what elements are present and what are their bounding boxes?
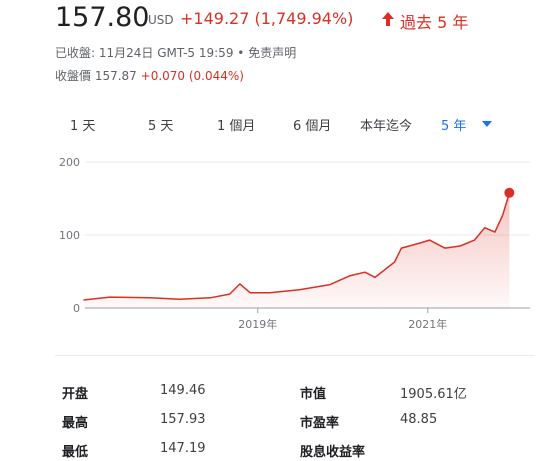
stat-label: 最高 [62, 416, 89, 431]
after-change: +0.070 (0.044%) [140, 69, 244, 83]
after-hours: 收盤價 157.87 +0.070 (0.044%) [55, 67, 244, 84]
close-info: 已收盤: 11月24日 GMT-5 19:59 • 免责声明 [55, 44, 296, 61]
stat-label: 市值 [300, 387, 327, 402]
stat-value: 147.19 [160, 441, 206, 456]
range-tab[interactable]: 1 天 [70, 119, 96, 134]
stat-value: 1905.61亿 [400, 387, 467, 402]
range-tab[interactable]: 本年迄今 [360, 119, 413, 134]
dropdown-icon[interactable] [481, 120, 493, 128]
x-tick-label: 2019年 [238, 317, 277, 331]
y-tick-label: 100 [59, 229, 80, 242]
up-arrow-icon [382, 12, 394, 26]
period: 過去 5 年 [400, 13, 469, 32]
range-tab[interactable]: 1 個月 [217, 119, 256, 134]
price-line [83, 192, 511, 301]
divider [55, 355, 535, 356]
disclaimer-link[interactable]: 免责声明 [248, 46, 297, 60]
change: +149.27 (1,749.94%) [180, 9, 354, 28]
stat-value: 157.93 [160, 412, 206, 427]
separator: • [237, 46, 245, 60]
area [83, 192, 510, 308]
chart: 0 100 200 2019年 2021年 [59, 156, 530, 331]
stat-value: 48.85 [400, 412, 438, 427]
stat-label: 股息收益率 [300, 445, 366, 460]
range-tab[interactable]: 5 天 [148, 119, 174, 134]
closed-time: 已收盤: 11月24日 GMT-5 19:59 [55, 46, 234, 60]
range-tab[interactable]: 5 年 [441, 119, 467, 134]
currency: USD [148, 13, 174, 27]
y-tick-label: 0 [73, 302, 80, 315]
stat-label: 市盈率 [300, 416, 340, 431]
range-tab[interactable]: 6 個月 [293, 119, 332, 134]
stat-label: 开盘 [62, 387, 89, 402]
after-label: 收盤價 157.87 [55, 69, 137, 83]
price: 157.80 [55, 2, 150, 33]
x-tick-label: 2021年 [408, 317, 447, 331]
stat-label: 最低 [62, 445, 89, 460]
y-tick-label: 200 [59, 156, 80, 169]
last-point [504, 187, 515, 198]
stat-value: 149.46 [160, 383, 206, 398]
